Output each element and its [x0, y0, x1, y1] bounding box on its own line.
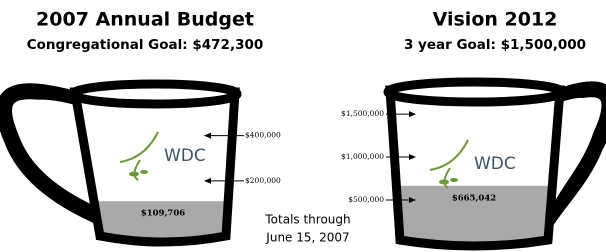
tick-label: $200,000 [245, 176, 281, 185]
chart-title: Vision 2012 [433, 9, 558, 31]
mug-rim [388, 82, 562, 102]
logo-leaf [450, 178, 458, 182]
logo-leaf [140, 170, 148, 174]
chart-subtitle: 3 year Goal: $1,500,000 [404, 37, 586, 53]
value-label: $665,042 [452, 193, 496, 203]
tick-label: $1,500,000 [341, 109, 384, 118]
chart-subtitle: Congregational Goal: $472,300 [27, 37, 264, 53]
infographic: Totals through June 15, 2007 2007 Annual… [0, 0, 606, 252]
tick-label: $400,000 [245, 131, 281, 140]
value-label: $109,706 [141, 209, 185, 219]
annotation: June 15, 2007 [265, 231, 349, 245]
chart-title: 2007 Annual Budget [36, 9, 254, 31]
logo-text: WDC [474, 154, 516, 174]
logo-leaf [439, 180, 449, 185]
logo-text: WDC [164, 146, 206, 166]
logo-leaf [129, 172, 139, 177]
tick-label: $500,000 [348, 195, 384, 204]
tick-label: $1,000,000 [341, 152, 384, 161]
mug-rim [73, 84, 237, 104]
annotation: Totals through [264, 213, 350, 227]
